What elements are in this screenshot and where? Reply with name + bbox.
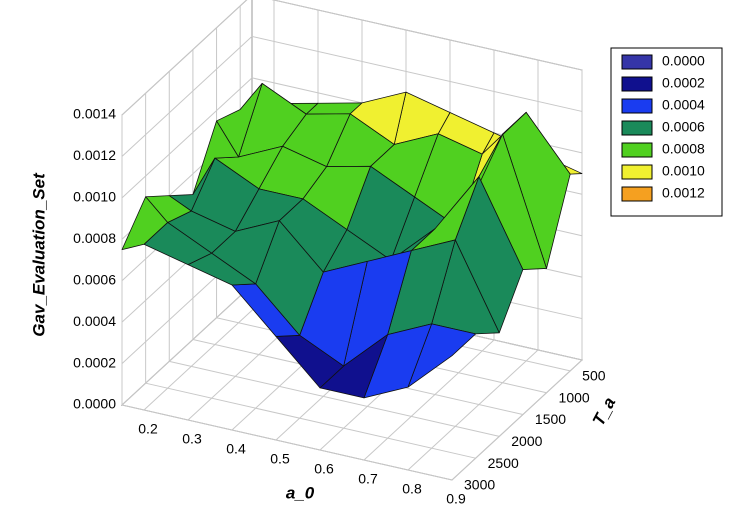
z-tick-label: 0.0008 bbox=[73, 230, 116, 246]
z-axis-title: Gav_Evaluation_Set bbox=[29, 172, 48, 337]
x-tick-label: 0.4 bbox=[226, 441, 246, 457]
z-tick-label: 0.0006 bbox=[73, 271, 116, 287]
x-tick-label: 0.2 bbox=[138, 421, 158, 437]
x-tick-label: 0.6 bbox=[314, 461, 334, 477]
surface-patch bbox=[121, 196, 169, 251]
legend-swatch bbox=[621, 142, 653, 158]
x-tick-label: 0.8 bbox=[402, 481, 422, 497]
x-tick-label: 0.9 bbox=[446, 491, 466, 507]
grid-line bbox=[143, 289, 275, 411]
z-tick-label: 0.0004 bbox=[73, 313, 116, 329]
legend-label: 0.0004 bbox=[662, 97, 705, 113]
z-tick-label: 0.0012 bbox=[73, 147, 116, 163]
legend-swatch bbox=[621, 120, 653, 136]
legend-swatch bbox=[621, 54, 653, 70]
legend-swatch bbox=[621, 76, 653, 92]
grid-line bbox=[251, 35, 583, 112]
grid-line bbox=[121, 284, 253, 406]
y-tick-label: 3000 bbox=[464, 477, 495, 493]
grid-line bbox=[169, 360, 500, 437]
legend-swatch bbox=[621, 164, 653, 180]
x-tick-label: 0.7 bbox=[358, 471, 378, 487]
legend-label: 0.0008 bbox=[662, 141, 705, 157]
grid-line bbox=[145, 382, 476, 459]
y-tick-label: 500 bbox=[582, 368, 606, 384]
y-tick-label: 2500 bbox=[488, 455, 519, 471]
z-tick-label: 0.0000 bbox=[73, 396, 116, 412]
grid-line bbox=[451, 359, 583, 481]
legend-label: 0.0010 bbox=[662, 163, 705, 179]
legend-label: 0.0000 bbox=[662, 53, 705, 69]
x-axis-title: a_0 bbox=[286, 483, 315, 502]
grid-line bbox=[271, 0, 583, 71]
grid-line bbox=[121, 77, 253, 199]
grid-line bbox=[121, 0, 248, 116]
legend-swatch bbox=[621, 98, 653, 114]
x-tick-label: 0.3 bbox=[182, 431, 202, 447]
y-tick-label: 1500 bbox=[535, 411, 566, 427]
z-tick-label: 0.0002 bbox=[73, 354, 116, 370]
y-tick-label: 2000 bbox=[511, 433, 542, 449]
y-axis-title: T_a bbox=[589, 394, 620, 429]
grid-line bbox=[121, 404, 453, 481]
grid-line bbox=[121, 36, 253, 157]
legend-swatch bbox=[621, 186, 653, 202]
legend-label: 0.0012 bbox=[662, 185, 705, 201]
grid-line bbox=[407, 349, 539, 471]
legend-label: 0.0006 bbox=[662, 119, 705, 135]
z-tick-label: 0.0014 bbox=[73, 106, 116, 122]
legend-label: 0.0002 bbox=[662, 75, 705, 91]
z-tick-label: 0.0010 bbox=[73, 189, 116, 205]
x-tick-label: 0.5 bbox=[270, 451, 290, 467]
y-tick-label: 1000 bbox=[559, 389, 590, 405]
grid-line bbox=[363, 339, 495, 461]
